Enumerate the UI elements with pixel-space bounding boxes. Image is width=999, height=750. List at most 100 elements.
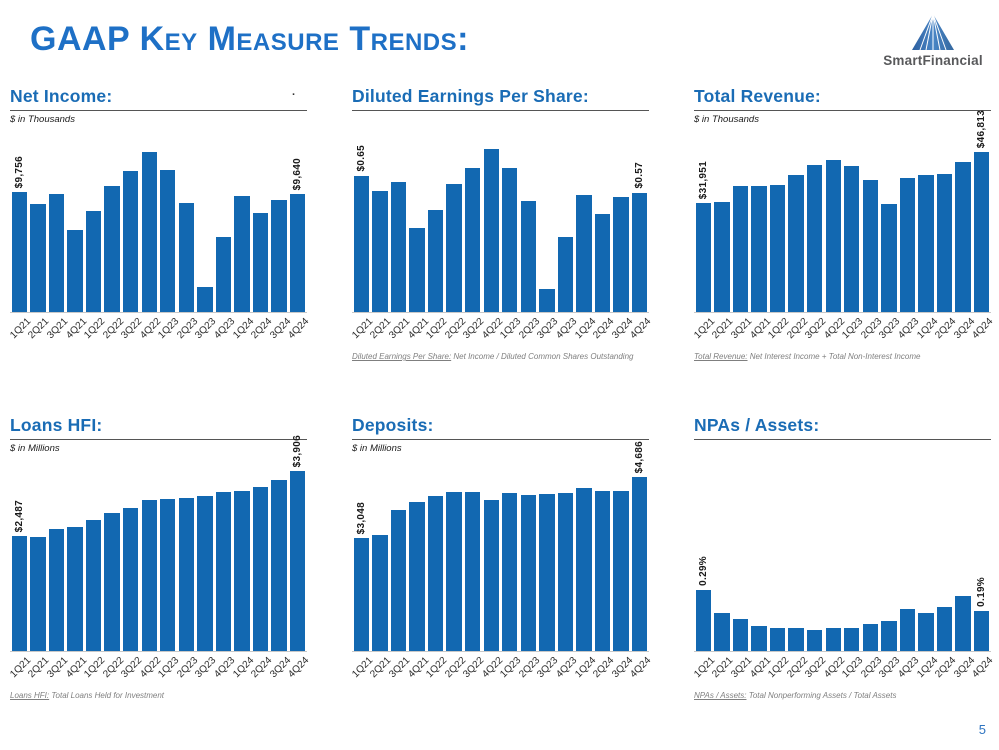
bar-rect bbox=[427, 496, 444, 651]
x-tick-cell: 3Q21 bbox=[387, 653, 412, 689]
bar-rect bbox=[290, 194, 306, 312]
bar-rect bbox=[732, 619, 749, 651]
footnote-term: Diluted Earnings Per Share: bbox=[352, 352, 452, 361]
bar-rect bbox=[974, 152, 990, 312]
bar-rect bbox=[67, 527, 83, 651]
bar-rect bbox=[372, 535, 388, 651]
x-tick-cell: 2Q24 bbox=[591, 653, 616, 689]
x-tick-cell: 1Q21 bbox=[350, 314, 375, 350]
x-tick-label: 4Q24 bbox=[970, 316, 996, 342]
bar-3Q24 bbox=[271, 200, 287, 312]
chart-units-label: $ in Millions bbox=[10, 443, 60, 454]
bar-1Q21: $31,951 bbox=[695, 161, 711, 312]
bar-rect bbox=[862, 180, 879, 312]
bar-4Q23 bbox=[557, 237, 574, 312]
x-tick-cell: 3Q23 bbox=[536, 314, 561, 350]
chart-title: Net Income: bbox=[10, 86, 113, 106]
x-tick-cell: 4Q22 bbox=[822, 653, 847, 689]
bar-rect bbox=[714, 202, 730, 312]
bar-2Q24 bbox=[594, 491, 611, 651]
x-tick-cell: 1Q23 bbox=[840, 314, 865, 350]
bar-3Q21 bbox=[48, 529, 65, 651]
chart-footnote: Loans HFI: Total Loans Held for Investme… bbox=[10, 691, 307, 702]
bar-rect bbox=[613, 491, 629, 651]
x-tick-cell: 1Q22 bbox=[424, 314, 449, 350]
value-label: 0.29% bbox=[697, 556, 709, 586]
x-tick-cell: 2Q22 bbox=[443, 314, 468, 350]
bar-4Q21 bbox=[409, 502, 425, 651]
bar-3Q22 bbox=[806, 165, 823, 312]
bar-rect bbox=[122, 171, 139, 312]
bar-rect bbox=[178, 203, 195, 312]
bar-2Q22 bbox=[788, 628, 804, 651]
chart-title: Loans HFI: bbox=[10, 415, 103, 435]
bar-rect bbox=[751, 626, 767, 651]
x-tick-cell: 1Q22 bbox=[424, 653, 449, 689]
bar-2Q23 bbox=[520, 201, 537, 312]
bar-rect bbox=[197, 287, 213, 312]
x-tick-cell: 3Q23 bbox=[878, 314, 903, 350]
bar-1Q24 bbox=[576, 195, 592, 312]
bar-1Q24 bbox=[918, 613, 934, 651]
bar-rect bbox=[788, 628, 804, 651]
chart-title-block: Diluted Earnings Per Share: bbox=[352, 86, 649, 111]
bar-1Q23 bbox=[160, 170, 176, 312]
bar-1Q22 bbox=[427, 496, 444, 651]
x-tick-cell: 2Q22 bbox=[785, 653, 810, 689]
charts-grid: Net Income: $ in Thousands $9,756 $9,640 … bbox=[8, 86, 996, 702]
footnote-definition: Net Income / Diluted Common Shares Outst… bbox=[451, 352, 634, 361]
bar-rect bbox=[372, 191, 388, 312]
x-tick-label: 4Q24 bbox=[286, 316, 312, 342]
value-label: $0.57 bbox=[634, 162, 646, 189]
bar-rect bbox=[557, 237, 574, 312]
net-income-bar-chart: $9,756 $9,640 bbox=[10, 128, 307, 313]
bar-rect bbox=[862, 624, 879, 651]
footnote-term: Loans HFI: bbox=[10, 691, 50, 700]
x-axis-tick-labels: 1Q21 2Q21 3Q21 4Q21 1Q22 2Q22 3Q22 4Q22 1Q23 2Q23… bbox=[350, 314, 654, 350]
x-axis-tick-labels: 1Q21 2Q21 3Q21 4Q21 1Q22 2Q22 3Q22 4Q22 1Q23 2Q23… bbox=[8, 314, 312, 350]
bar-rect bbox=[234, 491, 250, 651]
chart-footnote: Total Revenue: Net Interest Income + Tot… bbox=[694, 352, 991, 363]
value-label: $4,686 bbox=[634, 440, 646, 473]
x-tick-cell: 3Q24 bbox=[610, 314, 635, 350]
bar-1Q21: $0.65 bbox=[353, 145, 369, 312]
x-tick-cell: 1Q23 bbox=[840, 653, 865, 689]
chart-units-label: $ in Millions bbox=[352, 443, 402, 454]
bar-3Q21 bbox=[48, 194, 65, 312]
bar-1Q23 bbox=[502, 168, 518, 312]
bar-rect bbox=[122, 508, 139, 651]
bar-2Q24 bbox=[936, 174, 953, 312]
x-tick-cell: 2Q21 bbox=[711, 653, 736, 689]
bar-1Q21: 0.29% bbox=[695, 556, 711, 651]
loans-hfi-bar-chart: $2,487 $3,906 bbox=[10, 435, 307, 652]
x-tick-cell: 1Q21 bbox=[692, 653, 717, 689]
bar-1Q23 bbox=[160, 499, 176, 651]
bar-rect bbox=[844, 166, 860, 312]
bar-rect bbox=[594, 214, 611, 312]
x-axis-tick-labels: 1Q21 2Q21 3Q21 4Q21 1Q22 2Q22 3Q22 4Q22 1Q23 2Q23… bbox=[692, 314, 996, 350]
value-label: $9,640 bbox=[292, 157, 304, 190]
x-tick-cell: 2Q22 bbox=[101, 653, 126, 689]
x-tick-cell: 1Q24 bbox=[573, 653, 598, 689]
bar-rect bbox=[160, 170, 176, 312]
footnote-term: Total Revenue: bbox=[694, 352, 748, 361]
bar-4Q23 bbox=[899, 609, 916, 651]
bar-rect bbox=[769, 185, 786, 312]
x-tick-cell: 2Q23 bbox=[859, 314, 884, 350]
x-tick-cell: 1Q21 bbox=[8, 653, 33, 689]
x-tick-cell: 3Q22 bbox=[119, 653, 144, 689]
bar-2Q22 bbox=[446, 184, 462, 312]
x-tick-cell: 3Q24 bbox=[952, 653, 977, 689]
x-tick-cell: 2Q23 bbox=[175, 653, 200, 689]
bar-1Q21: $9,756 bbox=[11, 156, 27, 312]
x-tick-cell: 1Q23 bbox=[498, 653, 523, 689]
x-tick-cell: 4Q23 bbox=[554, 653, 579, 689]
x-tick-cell: 3Q21 bbox=[45, 653, 70, 689]
bar-3Q23 bbox=[881, 204, 897, 312]
chart-title: Deposits: bbox=[352, 415, 434, 435]
x-tick-cell: 3Q23 bbox=[536, 653, 561, 689]
value-label: $3,048 bbox=[355, 501, 367, 534]
x-tick-cell: 1Q24 bbox=[915, 314, 940, 350]
bar-rect bbox=[714, 613, 730, 651]
bar-rect bbox=[30, 204, 46, 312]
